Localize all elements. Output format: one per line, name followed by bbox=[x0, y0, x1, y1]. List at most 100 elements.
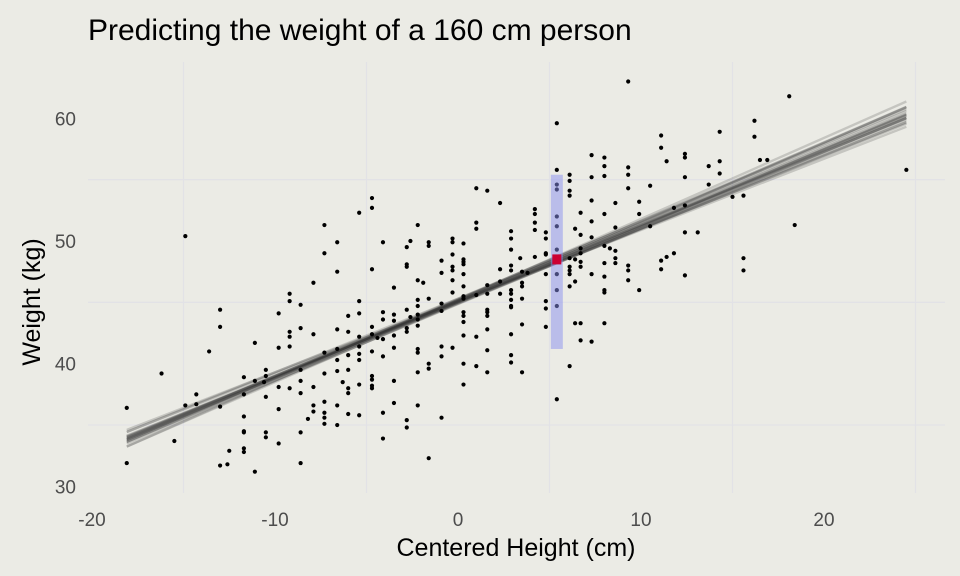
data-point bbox=[508, 305, 514, 310]
data-point bbox=[682, 175, 688, 180]
data-point bbox=[485, 283, 490, 288]
data-point bbox=[532, 211, 537, 217]
data-point bbox=[752, 118, 757, 123]
data-point bbox=[322, 399, 327, 404]
data-point bbox=[474, 220, 479, 225]
data-point bbox=[659, 145, 664, 150]
regression-line bbox=[126, 106, 907, 444]
data-point bbox=[439, 270, 444, 276]
data-point bbox=[567, 284, 572, 289]
data-point bbox=[426, 240, 431, 245]
y-tick-label: 30 bbox=[55, 477, 76, 498]
data-point bbox=[415, 403, 420, 408]
data-point bbox=[497, 291, 503, 296]
data-point bbox=[567, 178, 572, 183]
data-point bbox=[252, 469, 257, 474]
data-point bbox=[573, 321, 578, 326]
data-point bbox=[322, 415, 327, 420]
data-point bbox=[602, 321, 607, 326]
data-point bbox=[439, 415, 444, 420]
data-point bbox=[648, 224, 653, 229]
data-point bbox=[404, 264, 409, 269]
data-point bbox=[263, 367, 268, 372]
data-point bbox=[225, 462, 230, 467]
data-point bbox=[183, 233, 188, 239]
data-point bbox=[602, 155, 607, 160]
data-point bbox=[450, 236, 455, 241]
data-point bbox=[532, 206, 537, 212]
data-point bbox=[589, 175, 594, 180]
data-point bbox=[261, 380, 267, 385]
data-point bbox=[613, 225, 618, 230]
data-point bbox=[497, 267, 503, 272]
regression-line bbox=[126, 105, 907, 448]
data-point bbox=[369, 267, 375, 272]
regression-line bbox=[126, 100, 907, 448]
data-point bbox=[404, 329, 409, 334]
data-point bbox=[543, 324, 548, 329]
data-point bbox=[682, 203, 688, 208]
data-point bbox=[741, 256, 746, 261]
regression-line bbox=[126, 116, 907, 438]
data-point bbox=[682, 273, 688, 278]
data-point bbox=[626, 263, 631, 268]
data-point bbox=[369, 332, 375, 337]
data-point bbox=[287, 334, 292, 339]
data-point bbox=[613, 248, 618, 253]
regression-line bbox=[126, 114, 907, 441]
data-point bbox=[298, 430, 303, 435]
data-point bbox=[648, 183, 653, 188]
data-point bbox=[626, 172, 631, 177]
data-point bbox=[730, 194, 735, 199]
data-point bbox=[375, 335, 380, 341]
chart-title: Predicting the weight of a 160 cm person bbox=[88, 14, 632, 47]
data-point bbox=[461, 284, 466, 289]
x-tick-label: 20 bbox=[813, 510, 834, 531]
data-point bbox=[626, 268, 631, 273]
data-point bbox=[659, 258, 664, 263]
data-point bbox=[578, 338, 583, 343]
regression-line bbox=[126, 108, 907, 440]
data-point bbox=[626, 278, 631, 283]
data-point bbox=[461, 296, 466, 301]
regression-line bbox=[126, 110, 907, 442]
data-point bbox=[241, 449, 246, 455]
data-point bbox=[602, 260, 607, 266]
data-point bbox=[357, 357, 362, 363]
data-point bbox=[415, 346, 420, 352]
data-point bbox=[602, 243, 607, 249]
data-point bbox=[717, 171, 722, 176]
data-point bbox=[543, 230, 548, 235]
data-point bbox=[567, 272, 572, 277]
data-point bbox=[543, 252, 548, 257]
data-point bbox=[543, 236, 548, 241]
data-point bbox=[450, 264, 455, 269]
data-point bbox=[369, 195, 375, 201]
data-point bbox=[578, 264, 583, 269]
data-point bbox=[391, 333, 397, 338]
data-point bbox=[573, 226, 578, 231]
data-point bbox=[532, 227, 537, 233]
data-point bbox=[357, 344, 362, 349]
data-point bbox=[578, 251, 583, 256]
data-point bbox=[461, 310, 466, 315]
data-point bbox=[474, 226, 479, 231]
data-point bbox=[322, 410, 327, 415]
x-axis-title: Centered Height (cm) bbox=[397, 534, 636, 562]
data-point bbox=[508, 247, 514, 252]
data-point bbox=[207, 349, 212, 354]
data-point bbox=[461, 333, 466, 338]
data-point bbox=[461, 382, 466, 387]
data-point bbox=[369, 377, 375, 382]
data-point bbox=[508, 353, 514, 358]
data-point bbox=[380, 436, 386, 441]
data-point bbox=[194, 392, 199, 397]
data-point bbox=[519, 322, 525, 327]
data-point bbox=[263, 394, 268, 399]
data-point bbox=[602, 274, 607, 279]
data-point bbox=[335, 240, 340, 245]
data-point bbox=[241, 446, 246, 451]
data-point bbox=[602, 173, 607, 179]
data-point bbox=[287, 299, 292, 304]
data-point bbox=[573, 257, 578, 262]
